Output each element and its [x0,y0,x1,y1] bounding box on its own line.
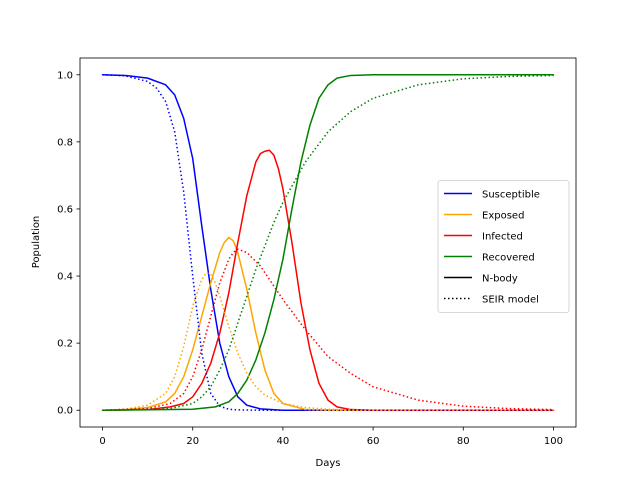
series-exposed-seir-model-line [102,271,554,411]
x-tick-label: 40 [277,436,290,447]
series-recovered-n-body-line [101,74,555,411]
x-axis-ticks: 0 20 40 60 80 100 [99,427,563,447]
legend-label-susceptible: Susceptible [482,190,540,201]
legend-label-seir-model: SEIR model [482,295,539,306]
x-tick-label: 20 [186,436,199,447]
y-tick-label: 0.2 [57,339,73,350]
x-tick-label: 100 [544,436,563,447]
series-susceptible-n-body-line [101,74,555,411]
x-tick-label: 60 [367,436,380,447]
y-tick-label: 0.4 [57,272,73,283]
y-tick-label: 0.6 [57,204,73,215]
series-exposed-n-body-line [101,236,555,411]
x-axis-label: Days [316,458,341,469]
series-susceptible-seir-model-line [102,74,554,411]
y-tick-label: 0.0 [57,406,73,417]
series-layer [101,74,555,411]
x-tick-label: 80 [457,436,470,447]
series-infected-seir-model-line [102,248,554,411]
y-axis-label: Population [31,216,42,269]
y-tick-label: 0.8 [57,137,73,148]
legend: Susceptible Exposed Infected Recovered N-bod… [437,180,570,313]
y-tick-label: 1.0 [57,70,73,81]
legend-label-exposed: Exposed [482,211,524,222]
legend-label-recovered: Recovered [482,253,535,264]
legend-frame [437,180,570,313]
legend-label-n-body: N-body [482,274,518,285]
legend-label-infected: Infected [482,232,523,243]
x-tick-label: 0 [99,436,105,447]
series-infected-n-body-line [101,149,555,411]
y-axis-ticks: 0.0 0.2 0.4 0.6 0.8 1.0 [57,70,80,417]
